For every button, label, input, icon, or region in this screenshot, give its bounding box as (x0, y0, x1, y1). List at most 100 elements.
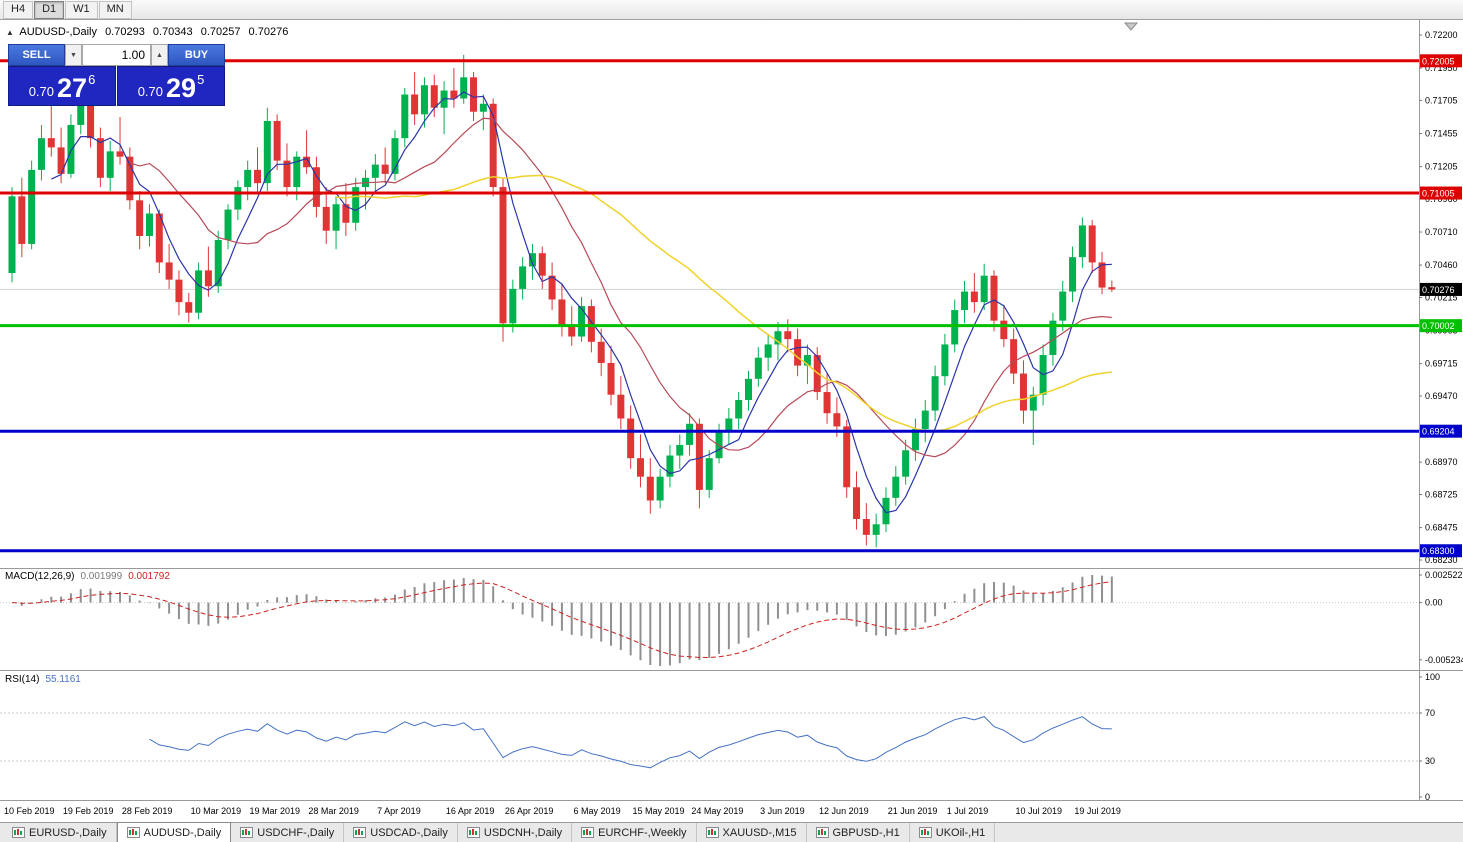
svg-text:6 May 2019: 6 May 2019 (574, 806, 621, 816)
candles-layer (8, 54, 1116, 548)
svg-text:0.71455: 0.71455 (1425, 129, 1458, 139)
svg-text:0.70710: 0.70710 (1425, 227, 1458, 237)
macd-main-value: 0.001999 (80, 571, 123, 582)
svg-text:16 Apr 2019: 16 Apr 2019 (446, 806, 495, 816)
svg-text:0.71005: 0.71005 (1422, 189, 1455, 199)
svg-text:28 Feb 2019: 28 Feb 2019 (122, 806, 173, 816)
chart-tab-ukoil[interactable]: UKOil-,H1 (910, 823, 996, 842)
volume-down-button[interactable]: ▼ (65, 44, 82, 66)
chart-tab-usdchf[interactable]: USDCHF-,Daily (231, 823, 345, 842)
chart-tab-label: EURCHF-,Weekly (598, 826, 687, 839)
svg-text:10 Mar 2019: 10 Mar 2019 (191, 806, 242, 816)
svg-text:100: 100 (1425, 672, 1440, 682)
svg-text:15 May 2019: 15 May 2019 (632, 806, 684, 816)
chart-tab-icon (918, 827, 932, 838)
svg-text:0.68300: 0.68300 (1422, 546, 1455, 556)
buy-price-button[interactable]: 0.70 29 5 (117, 66, 225, 106)
chart-tab-usdcad[interactable]: USDCAD-,Daily (344, 823, 458, 842)
trade-panel-controls: SELL ▼ ▲ BUY (8, 44, 225, 66)
sell-price-big-digits: 27 (57, 73, 88, 104)
svg-text:19 Jul 2019: 19 Jul 2019 (1074, 806, 1121, 816)
svg-text:0.68725: 0.68725 (1425, 490, 1458, 500)
ma-fast-line (51, 91, 1112, 514)
timeframe-toolbar: H4 D1 W1 MN (0, 0, 1463, 20)
svg-text:0.71950: 0.71950 (1425, 63, 1458, 73)
chart-tab-audusd[interactable]: AUDUSD-,Daily (116, 822, 232, 842)
svg-text:0.70215: 0.70215 (1425, 293, 1458, 303)
ma-slow-line (336, 174, 1112, 432)
chart-tab-icon (353, 827, 367, 838)
svg-text:0.68475: 0.68475 (1425, 523, 1458, 533)
chart-tab-eurchf[interactable]: EURCHF-,Weekly (572, 823, 697, 842)
svg-text:0.70002: 0.70002 (1422, 321, 1455, 331)
rsi-title: RSI(14) (5, 674, 40, 685)
spinner-up-icon: ▲ (156, 51, 163, 59)
volume-up-button[interactable]: ▲ (151, 44, 168, 66)
svg-text:10 Jul 2019: 10 Jul 2019 (1015, 806, 1062, 816)
svg-text:10 Feb 2019: 10 Feb 2019 (4, 806, 55, 816)
chart-ohlc-header: ▲ AUDUSD-,Daily 0.70293 0.70343 0.70257 … (6, 26, 293, 38)
buy-price-base: 0.70 (137, 84, 164, 99)
rsi-value: 55.1161 (45, 674, 81, 685)
svg-text:0.71205: 0.71205 (1425, 162, 1458, 172)
timeframe-button-w1[interactable]: W1 (65, 0, 98, 19)
low-value: 0.70257 (200, 26, 241, 38)
svg-text:1 Jul 2019: 1 Jul 2019 (947, 806, 989, 816)
svg-text:0.72005: 0.72005 (1422, 56, 1455, 66)
sell-button[interactable]: SELL (8, 44, 65, 66)
sell-price-base: 0.70 (28, 84, 55, 99)
price-badge (1420, 424, 1462, 438)
volume-input[interactable] (82, 44, 151, 66)
chart-tab-icon (126, 827, 140, 838)
svg-text:30: 30 (1425, 756, 1435, 766)
svg-text:-0.005234: -0.005234 (1425, 655, 1463, 665)
svg-text:3 Jun 2019: 3 Jun 2019 (760, 806, 805, 816)
svg-text:0.69204: 0.69204 (1422, 427, 1455, 437)
svg-text:12 Jun 2019: 12 Jun 2019 (819, 806, 869, 816)
chart-tab-eurusd[interactable]: EURUSD-,Daily (3, 823, 117, 842)
chart-tab-xauusd[interactable]: XAUUSD-,M15 (697, 823, 807, 842)
svg-text:0.72200: 0.72200 (1425, 30, 1458, 40)
timeframe-button-mn[interactable]: MN (98, 0, 132, 19)
svg-text:0.70460: 0.70460 (1425, 260, 1458, 270)
sell-price-pipette: 6 (88, 72, 96, 87)
high-value: 0.70343 (152, 26, 193, 38)
chart-tab-bar: EURUSD-,Daily AUDUSD-,Daily USDCHF-,Dail… (0, 822, 1463, 842)
spinner-down-icon: ▼ (70, 51, 77, 59)
one-click-trading-panel: SELL ▼ ▲ BUY 0.70 27 6 0.70 29 5 (8, 44, 225, 106)
chart-tab-icon (705, 827, 719, 838)
chart-tab-label: XAUUSD-,M15 (722, 826, 797, 839)
rsi-indicator-label: RSI(14) 55.1161 (5, 674, 81, 685)
svg-text:0.71705: 0.71705 (1425, 95, 1458, 105)
svg-text:28 Mar 2019: 28 Mar 2019 (308, 806, 359, 816)
chart-tab-label: USDCHF-,Daily (257, 826, 335, 839)
chart-tab-label: AUDUSD-,Daily (143, 826, 222, 839)
svg-text:0.002522: 0.002522 (1425, 570, 1463, 580)
macd-signal-value: 0.001792 (128, 571, 170, 582)
svg-text:0.70276: 0.70276 (1422, 285, 1455, 295)
sell-price-button[interactable]: 0.70 27 6 (8, 66, 116, 106)
svg-text:0: 0 (1425, 792, 1430, 802)
chart-tab-label: EURUSD-,Daily (29, 826, 107, 839)
svg-text:70: 70 (1425, 708, 1435, 718)
svg-text:24 May 2019: 24 May 2019 (691, 806, 743, 816)
svg-text:7 Apr 2019: 7 Apr 2019 (377, 806, 421, 816)
collapse-triangle-icon[interactable]: ▲ (6, 28, 14, 37)
svg-text:0.68970: 0.68970 (1425, 457, 1458, 467)
buy-price-pipette: 5 (197, 72, 205, 87)
macd-indicator-label: MACD(12,26,9) 0.001999 0.001792 (5, 571, 170, 582)
chart-tab-gbpusd[interactable]: GBPUSD-,H1 (807, 823, 910, 842)
svg-text:0.00: 0.00 (1425, 598, 1443, 608)
chart-shift-marker-icon[interactable] (1123, 22, 1139, 31)
rsi-line (149, 716, 1112, 769)
chart-tab-icon (12, 827, 25, 838)
buy-button[interactable]: BUY (168, 44, 225, 66)
macd-histogram (20, 574, 1113, 666)
macd-title: MACD(12,26,9) (5, 571, 75, 582)
timeframe-button-h4[interactable]: H4 (3, 0, 34, 19)
price-badge (1420, 282, 1462, 296)
chart-tab-usdcnh[interactable]: USDCNH-,Daily (458, 823, 573, 842)
timeframe-button-d1[interactable]: D1 (34, 0, 65, 19)
price-badge (1420, 544, 1462, 558)
